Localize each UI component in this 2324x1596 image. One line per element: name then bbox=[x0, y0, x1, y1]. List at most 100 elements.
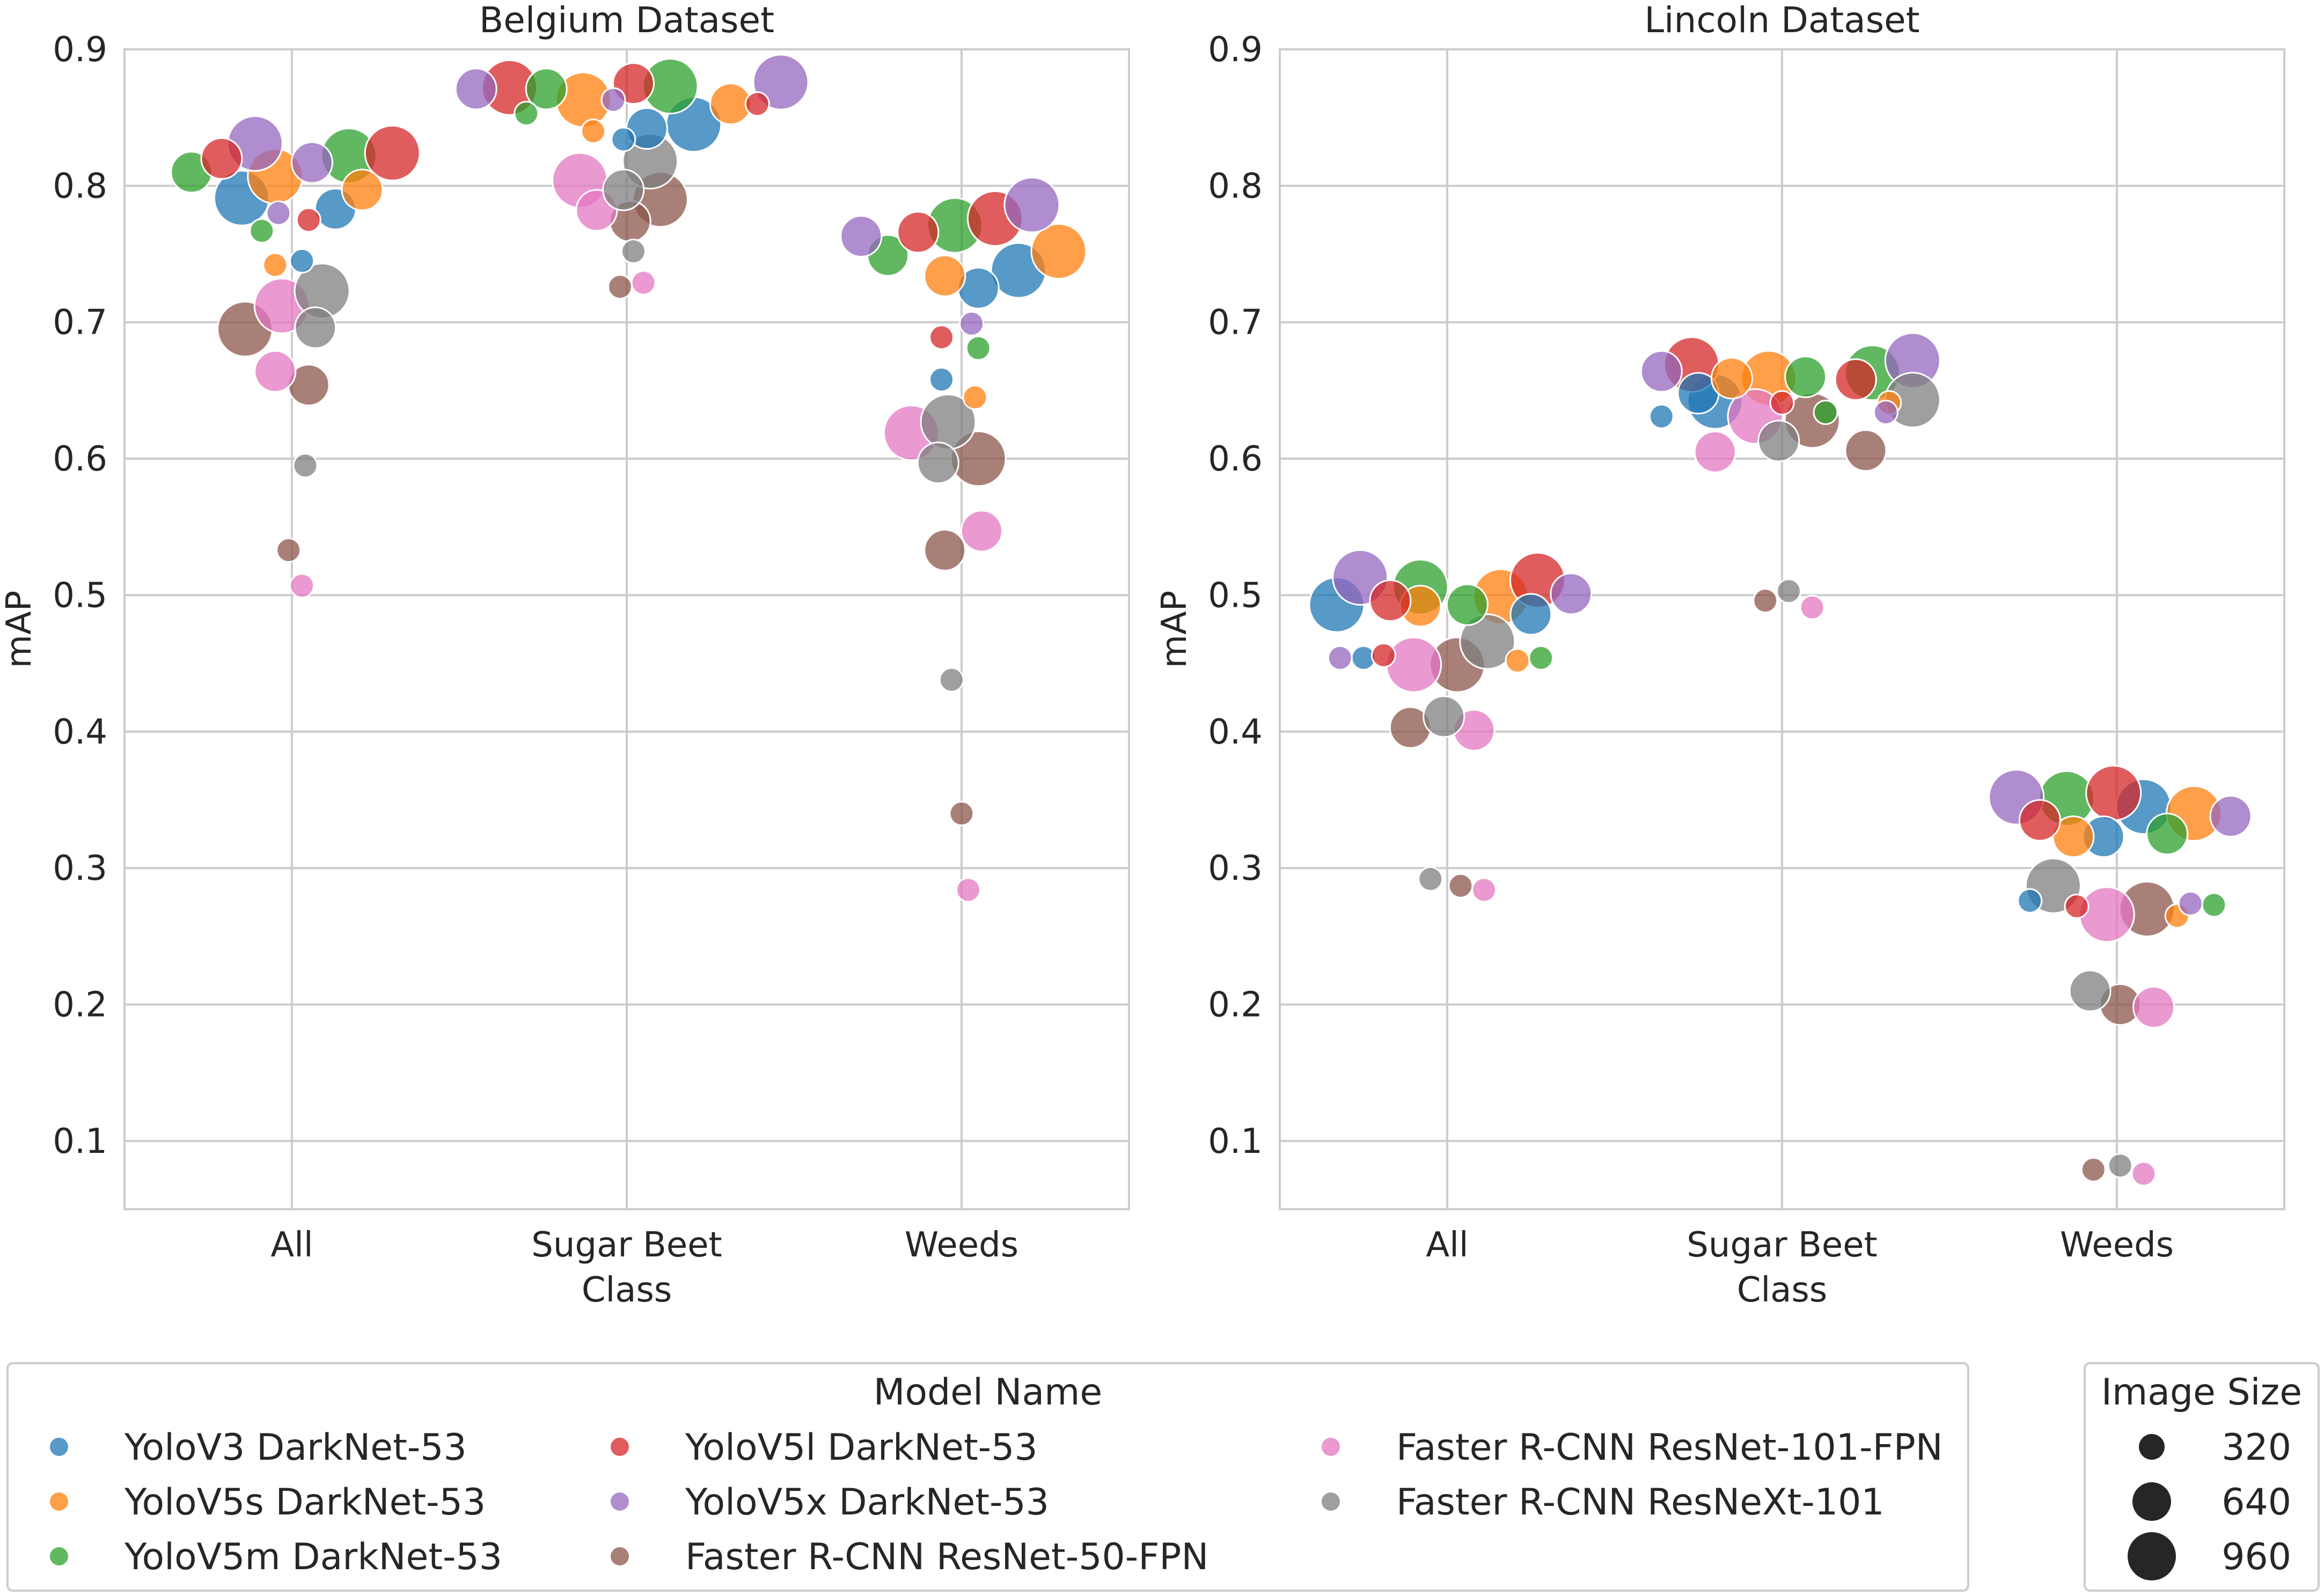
size-legend-title: Image Size bbox=[2101, 1371, 2302, 1414]
data-point bbox=[1844, 429, 1887, 472]
x-tick-label: Sugar Beet bbox=[1687, 1225, 1877, 1265]
data-point bbox=[1370, 642, 1396, 668]
data-point bbox=[1471, 877, 1497, 903]
data-point bbox=[923, 528, 966, 571]
data-point bbox=[2178, 891, 2203, 916]
legend-marker bbox=[49, 1491, 69, 1512]
data-point bbox=[2017, 888, 2043, 914]
legend-label: Faster R-CNN ResNet-50-FPN bbox=[685, 1536, 1208, 1578]
data-point bbox=[525, 68, 568, 111]
legend-label: YoloV5s DarkNet-53 bbox=[124, 1481, 486, 1524]
data-point bbox=[1509, 593, 1552, 636]
data-point bbox=[1423, 695, 1465, 738]
data-point bbox=[929, 367, 955, 393]
y-tick-label: 0.7 bbox=[53, 303, 107, 343]
legend-marker bbox=[610, 1437, 630, 1457]
data-point bbox=[292, 453, 318, 479]
legend: Model Name YoloV3 DarkNet-53 YoloV5s DarkN… bbox=[6, 1362, 2320, 1592]
legend-label: YoloV5m DarkNet-53 bbox=[124, 1536, 502, 1578]
legend-marker bbox=[610, 1546, 630, 1566]
data-point bbox=[581, 119, 606, 144]
model-legend-box bbox=[6, 1362, 1969, 1592]
x-tick-label: Class bbox=[582, 1270, 672, 1310]
x-tick-label: Weeds bbox=[2060, 1225, 2174, 1265]
legend-marker bbox=[49, 1437, 69, 1457]
data-point bbox=[254, 350, 297, 393]
data-point bbox=[2131, 1161, 2157, 1187]
y-tick-label: 0.8 bbox=[1208, 166, 1263, 206]
data-point bbox=[1799, 594, 1825, 620]
data-point bbox=[1385, 636, 1442, 693]
data-point bbox=[1757, 420, 1800, 462]
data-point bbox=[1640, 350, 1683, 393]
data-point bbox=[1784, 355, 1827, 398]
legend-marker bbox=[1321, 1437, 1341, 1457]
x-tick-label: Weeds bbox=[905, 1225, 1018, 1265]
data-point bbox=[744, 91, 770, 117]
data-point bbox=[2107, 1153, 2133, 1179]
data-point bbox=[620, 238, 646, 264]
x-tick-label: Sugar Beet bbox=[531, 1225, 722, 1265]
x-tick-label: All bbox=[1426, 1225, 1468, 1265]
data-point bbox=[917, 442, 959, 484]
data-point bbox=[959, 311, 985, 336]
panel-2: 0.1 0.2 0.3 0.4 0.5 0.6 0.7 0.8 0.9 All Sugar Beet… bbox=[1155, 0, 2285, 1310]
size-legend-label: 960 bbox=[2222, 1536, 2291, 1578]
data-point bbox=[2146, 813, 2189, 856]
data-point bbox=[289, 573, 315, 599]
data-point bbox=[1448, 873, 1473, 899]
y-tick-label: 0.9 bbox=[1208, 30, 1263, 70]
data-point bbox=[1753, 588, 1778, 614]
data-point bbox=[2085, 764, 2142, 821]
data-point bbox=[1418, 866, 1443, 892]
data-point bbox=[929, 325, 955, 350]
size-legend-marker bbox=[2139, 1434, 2165, 1460]
data-point bbox=[923, 254, 966, 297]
y-tick-label: 0.4 bbox=[53, 712, 107, 752]
x-tick-label: All bbox=[270, 1225, 313, 1265]
data-point bbox=[1710, 357, 1753, 400]
data-point bbox=[1446, 583, 1489, 626]
data-point bbox=[939, 667, 964, 693]
y-tick-label: 0.3 bbox=[1208, 849, 1263, 888]
y-tick-label: 0.2 bbox=[1208, 985, 1263, 1025]
data-point bbox=[1648, 403, 1674, 429]
legend-label: YoloV5x DarkNet-53 bbox=[685, 1481, 1049, 1524]
data-point bbox=[1528, 645, 1554, 671]
y-tick-label: 0.5 bbox=[1208, 576, 1263, 615]
panel-title: Lincoln Dataset bbox=[1644, 0, 1919, 41]
data-point bbox=[1459, 613, 1516, 670]
data-point bbox=[290, 141, 333, 184]
size-legend-marker bbox=[2128, 1532, 2176, 1580]
y-tick-label: 0.6 bbox=[53, 439, 107, 479]
y-tick-label: 0.5 bbox=[53, 576, 107, 615]
data-point bbox=[1776, 578, 1801, 604]
panel-title: Belgium Dataset bbox=[479, 0, 774, 41]
data-point bbox=[294, 306, 337, 349]
data-point bbox=[296, 207, 321, 233]
data-point bbox=[607, 274, 633, 300]
data-point bbox=[960, 510, 1003, 553]
panels: 0.1 0.2 0.3 0.4 0.5 0.6 0.7 0.8 0.9 All Sugar Beet… bbox=[0, 0, 2285, 1310]
data-point bbox=[1550, 572, 1593, 615]
data-point bbox=[840, 215, 883, 258]
data-point bbox=[611, 127, 636, 152]
data-point bbox=[752, 54, 809, 111]
data-point bbox=[454, 68, 497, 111]
data-point bbox=[262, 252, 288, 278]
data-point bbox=[965, 335, 991, 361]
data-point bbox=[2069, 969, 2112, 1012]
y-tick-label: 0.7 bbox=[1208, 303, 1263, 343]
data-point bbox=[2209, 795, 2252, 837]
y-tick-label: 0.6 bbox=[1208, 439, 1263, 479]
data-point bbox=[602, 168, 645, 211]
data-point bbox=[1873, 400, 1898, 425]
y-tick-label: 0.9 bbox=[53, 30, 107, 70]
data-point bbox=[341, 168, 384, 211]
legend-label: Faster R-CNN ResNeXt-101 bbox=[1396, 1481, 1885, 1524]
y-tick-label: 0.4 bbox=[1208, 712, 1263, 752]
data-point bbox=[2018, 799, 2061, 842]
points bbox=[170, 54, 1087, 903]
data-point bbox=[276, 537, 302, 563]
